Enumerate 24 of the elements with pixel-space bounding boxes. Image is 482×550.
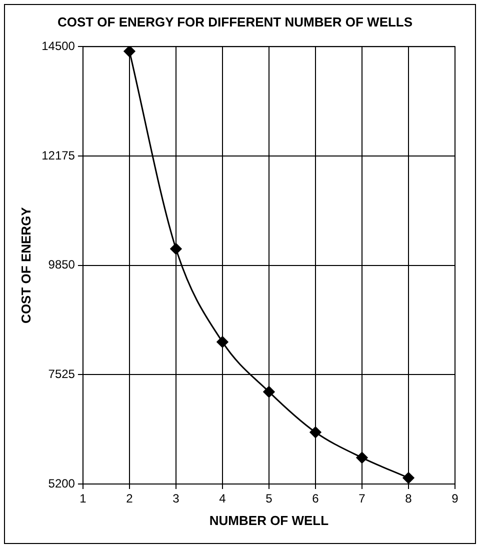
point: [402, 472, 414, 484]
y-tick-label: 14500: [42, 38, 76, 53]
point: [356, 452, 368, 464]
chart-title: COST OF ENERGY FOR DIFFERENT NUMBER OF WELLS: [57, 14, 413, 30]
y-axis-title: COST OF ENERGY: [18, 206, 34, 324]
y-tick-label: 9850: [48, 258, 76, 272]
point: [216, 336, 228, 348]
y-tick-label: 7525: [48, 366, 76, 381]
point: [310, 426, 322, 438]
x-tick-label: 3: [172, 492, 180, 506]
x-axis-title: NUMBER OF WELL: [209, 512, 329, 528]
y-tick-label: 5200: [48, 476, 76, 490]
x-tick-label: 9: [452, 492, 459, 506]
x-tick-label: 1: [80, 492, 87, 506]
x-tick-label: 6: [312, 492, 320, 506]
x-tick-label: 4: [219, 492, 226, 506]
point: [170, 243, 182, 255]
y-tick-label: 12175: [42, 148, 76, 162]
point: [263, 386, 275, 398]
x-tick-label: 2: [126, 492, 134, 506]
x-tick-label: 5: [266, 492, 273, 506]
x-tick-label: 8: [405, 492, 412, 506]
point: [124, 46, 136, 58]
x-tick-label: 7: [358, 492, 366, 506]
